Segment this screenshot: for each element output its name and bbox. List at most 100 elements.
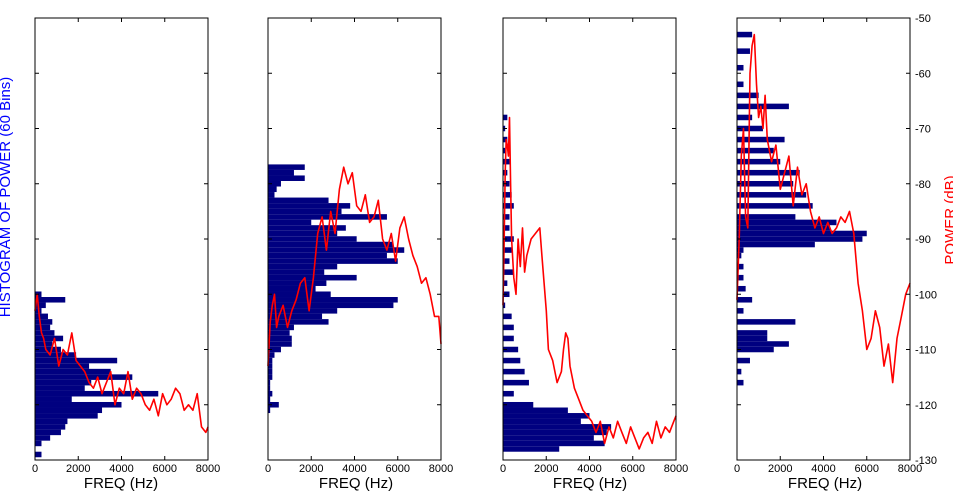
panel-3-histogram-bar [503,335,514,342]
panel-1-histogram-bar [35,363,90,369]
panel-4-histogram-bar [737,285,746,292]
panel-2-histogram-bar [268,324,294,331]
panel-1-x-tick-label: 4000 [109,463,133,475]
panel-3-histogram-bar [503,413,590,419]
panel-4-x-axis-label: FREQ (Hz) [787,475,863,492]
panel-2-histogram-bar [268,274,357,281]
panel-1-histogram-bar [35,324,51,331]
panel-2-histogram-bar [268,263,338,270]
panel-3-power-line [502,116,677,450]
panel-3-histogram-bar [503,357,521,364]
panel-4-histogram-bar [737,263,744,270]
panel-2-histogram-bar [268,368,273,375]
panel-2-histogram-bar [268,357,273,364]
panel-4-x-tick-label: 0 [734,463,740,475]
panel-3-axes-frame [502,17,677,461]
panel-3-x-tick-label: 2000 [534,463,558,475]
panel-2-histogram-bar [268,208,342,215]
panel-4-histogram-bar [737,214,796,220]
power-axis-tick-label: -90 [915,234,931,246]
panel-4-histogram-bar [737,341,789,347]
panel-2-histogram-bar [268,341,292,347]
panel-2-histogram-bar [268,390,273,397]
panel-4-histogram-bar [737,335,768,342]
panel-4-histogram-bar [737,169,800,176]
power-axis-tick-label: -70 [915,124,931,136]
panel-3-histogram-bar [503,258,510,264]
panel-2-histogram-bar [268,396,271,402]
panel-3-histogram-bar [503,440,605,447]
panel-4-histogram-bar [737,247,744,253]
panel-2-histogram-bar [268,346,281,353]
panel-3-histogram-bar [503,407,568,414]
panel-4-histogram-bar [737,31,753,38]
panel-4-histogram-bar [737,297,753,303]
panel-2-histogram-bar [268,401,279,408]
power-axis-tick-label: -110 [915,345,936,357]
panel-4-x-tick-label: 6000 [855,463,879,475]
power-axis-tick-label: -50 [915,13,931,25]
panel-4-histogram-bar [737,236,863,242]
panel-1-histogram-bar [35,451,42,458]
panel-2-x-tick-label: 2000 [299,463,323,475]
panel-1-histogram-bar [35,319,53,325]
panel-4-histogram-bar [737,114,753,121]
panel-2-histogram-bar [268,164,305,170]
panel-1-histogram-bar [35,352,77,358]
panel-3-histogram-bar [503,114,508,121]
panel-4-histogram-bar [737,192,807,198]
panel-4-histogram-bar [737,136,785,143]
panel-2-histogram-bar [268,258,398,264]
power-axis-tick-label: -120 [915,400,937,412]
panel-1-histogram-bar [35,407,103,414]
panel-4-histogram-bar [737,230,867,237]
panel-2-histogram-bar [268,269,325,275]
power-axis-tick-label: -80 [915,179,931,191]
panel-3-histogram-bar [503,418,581,425]
panel-2-x-tick-label: 4000 [342,463,366,475]
panel-1-x-tick-label: 8000 [196,463,220,475]
panel-3-histogram-bar [503,424,612,430]
panel-2-histogram-bar [268,407,271,414]
panel-3-histogram-bar [503,214,510,220]
panel-3-x-axis-label: FREQ (Hz) [552,475,628,492]
panel-4-histogram-bar [737,48,750,54]
panel-2-histogram-bar [268,225,346,231]
panel-1-histogram-bar [35,413,98,419]
panel-3-histogram-bar [503,147,506,154]
panel-1-histogram-bar [35,346,61,353]
panel-2-histogram-bar [268,285,316,292]
panel-3-x-tick-label: 4000 [577,463,601,475]
panel-1-x-axis-label: FREQ (Hz) [83,475,159,492]
panel-3-histogram-bar [503,368,525,375]
power-axis-tick-label: -100 [915,289,937,301]
panel-4-histogram-bar [737,308,744,314]
panel-4-histogram-bar [737,330,768,336]
panel-2-histogram-bar [268,308,338,314]
panel-3-histogram-bar [503,346,519,353]
panel-1-histogram-bar [35,313,48,320]
panel-3-histogram-bar [503,280,508,286]
panel-2-histogram-bar [268,241,394,248]
panel-2-histogram-bar [268,297,398,303]
panel-4-histogram-bar [737,368,742,375]
panel-2-histogram-bar [268,280,327,286]
panel-4-histogram-bar [737,319,796,325]
panel-3-histogram-bar [503,236,514,242]
panel-2-histogram-bar [268,302,394,309]
panel-1-histogram-bar [35,302,46,309]
panel-3-histogram-bar [503,446,560,452]
panel-3-histogram-bar [503,324,514,331]
panel-2-histogram-bar [268,230,338,237]
panel-2-histogram-bar [268,335,292,342]
panel-3-histogram-bar [503,379,529,386]
panel-3-histogram-bar [503,401,534,408]
panel-1-histogram-bar [35,418,68,425]
panel-4-histogram-bar [737,225,830,231]
power-axis-tick-label: -60 [915,68,931,80]
panel-4-histogram-bar [737,346,774,353]
panel-1-histogram-bar [35,379,92,386]
panel-3-x-tick-label: 8000 [664,463,688,475]
panel-2-x-tick-label: 8000 [429,463,453,475]
